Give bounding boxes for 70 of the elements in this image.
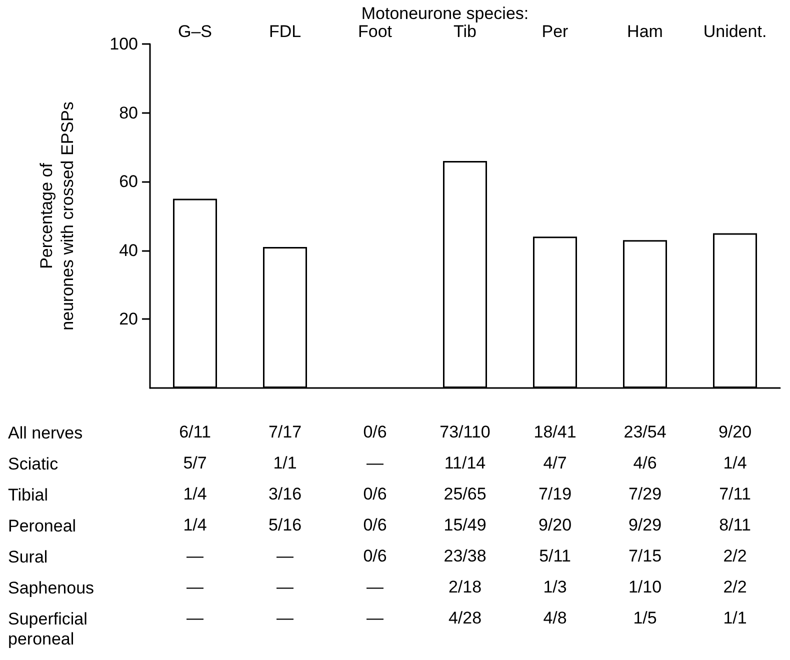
text: 0/6 xyxy=(363,546,387,566)
text: 1/1 xyxy=(273,454,297,472)
text: 4/8 xyxy=(543,608,567,628)
text: — xyxy=(276,608,294,628)
text: 1/5 xyxy=(633,608,657,628)
text: 4/6 xyxy=(633,454,657,472)
text: 5/7 xyxy=(183,454,207,472)
text: 7/19 xyxy=(538,484,572,504)
text: 1/1 xyxy=(723,608,747,628)
y-tick-label: 40 xyxy=(119,240,138,260)
text: 7/11 xyxy=(719,484,751,504)
text: 6/11 xyxy=(179,422,211,442)
x-tick-label: Tib xyxy=(454,22,476,41)
text: 5/16 xyxy=(268,516,302,534)
text: Sural xyxy=(8,548,48,566)
text: 25/65 xyxy=(444,484,486,504)
text: 9/29 xyxy=(628,516,662,534)
text: — xyxy=(186,578,204,596)
text: 1/4 xyxy=(183,484,207,504)
text: 11/14 xyxy=(444,454,486,472)
text: 8/11 xyxy=(719,516,751,534)
text: 9/20 xyxy=(718,422,752,442)
text: 23/54 xyxy=(624,422,666,442)
text: 15/49 xyxy=(444,516,486,534)
text: 7/15 xyxy=(628,546,662,566)
text: 4/28 xyxy=(448,608,482,628)
text: — xyxy=(276,546,294,566)
text: 0/6 xyxy=(363,484,387,504)
x-tick-label: FDL xyxy=(268,22,302,41)
y-tick-label: 100 xyxy=(110,34,138,54)
text: 2/2 xyxy=(723,546,747,566)
text: 7/29 xyxy=(628,484,662,504)
x-tick-label: Unident. xyxy=(703,22,767,41)
text: 0/6 xyxy=(363,516,387,534)
text: 7/17 xyxy=(268,422,302,442)
y-tick-label: 60 xyxy=(119,172,138,192)
text: 9/20 xyxy=(538,516,572,534)
x-tick-label: Ham xyxy=(627,22,663,41)
text: 2/2 xyxy=(723,578,747,596)
text: Peroneal xyxy=(8,516,76,536)
text: — xyxy=(366,454,384,472)
text: — xyxy=(186,546,204,566)
text: 1/4 xyxy=(723,454,747,472)
text: 5/11 xyxy=(539,546,571,566)
text: Sciatic xyxy=(8,454,59,474)
y-axis-title: Percentage of neurones with crossed EPSPs xyxy=(37,102,77,330)
x-tick-label: Foot xyxy=(358,22,392,41)
text: — xyxy=(366,608,384,628)
text: 1/4 xyxy=(183,516,207,534)
text: — xyxy=(276,578,294,596)
text: 23/38 xyxy=(444,546,486,566)
text: Tibial xyxy=(8,486,48,504)
y-tick-label: 20 xyxy=(119,310,138,329)
text: 1/10 xyxy=(628,578,662,596)
text: 0/6 xyxy=(363,422,387,442)
text: 18/41 xyxy=(534,422,576,442)
text: — xyxy=(186,608,204,628)
chart-title: Motoneurone species: xyxy=(361,4,529,23)
text: Saphenous xyxy=(8,578,94,598)
text: 1/3 xyxy=(543,578,567,596)
text: All nerves xyxy=(8,424,83,442)
text: 3/16 xyxy=(268,484,302,504)
text: 73/110 xyxy=(440,422,490,442)
text: 2/18 xyxy=(448,578,482,596)
text: Superficial peroneal xyxy=(8,610,88,648)
text: — xyxy=(366,578,384,596)
x-tick-label: Per xyxy=(542,22,569,41)
text: 4/7 xyxy=(543,454,567,472)
x-tick-label: G–S xyxy=(178,22,212,41)
y-tick-label: 80 xyxy=(119,103,138,122)
